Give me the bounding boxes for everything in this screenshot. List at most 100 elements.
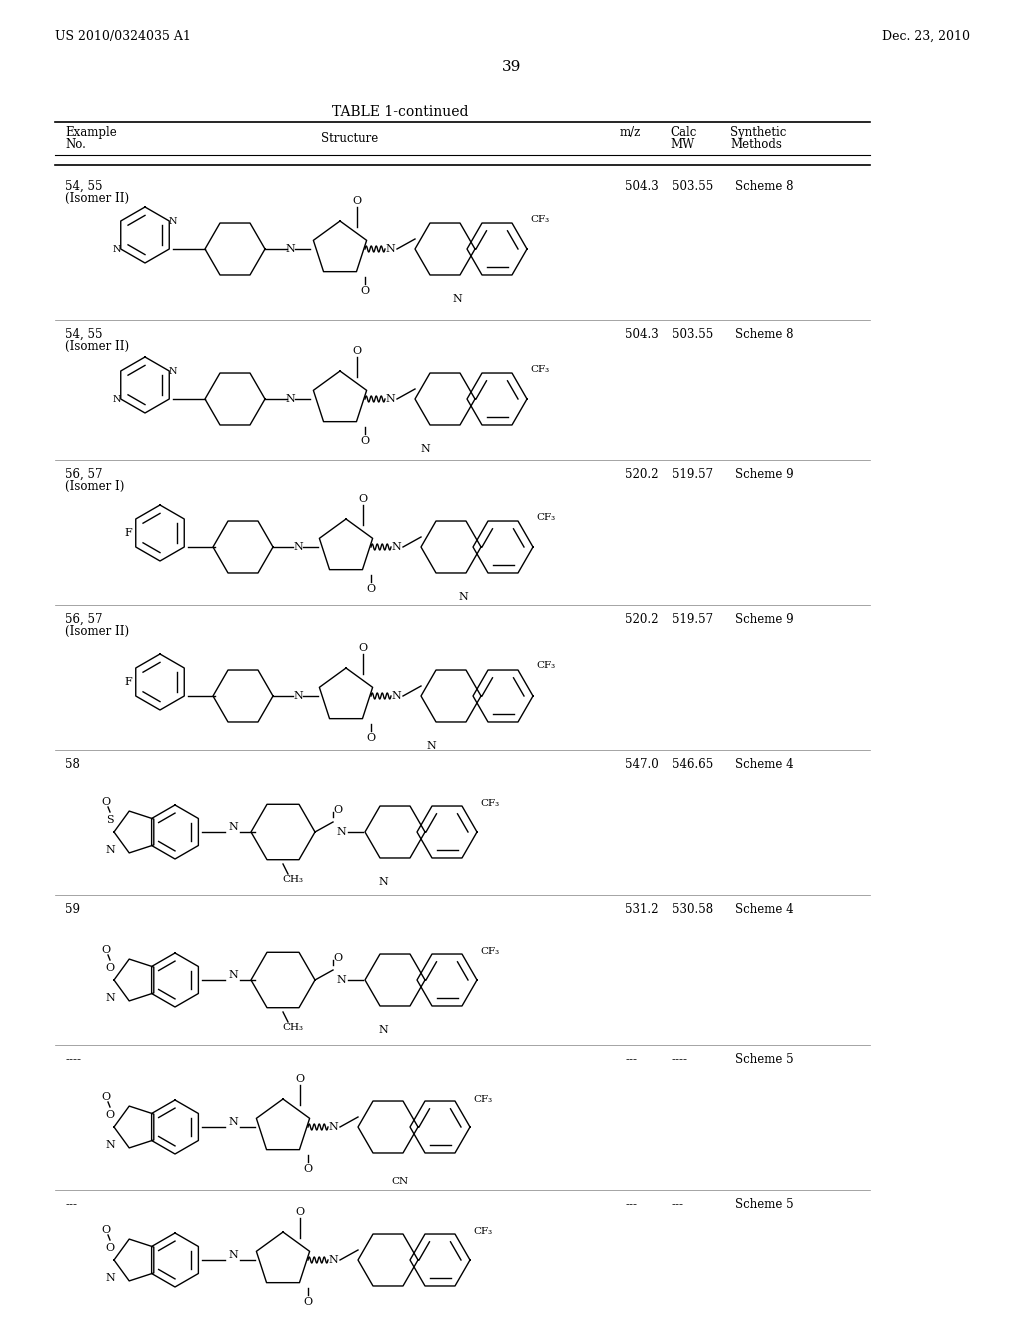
- Text: F: F: [124, 677, 132, 686]
- Text: 520.2: 520.2: [625, 612, 658, 626]
- Text: CF₃: CF₃: [536, 661, 555, 671]
- Text: O: O: [360, 436, 370, 446]
- Text: MW: MW: [670, 139, 694, 150]
- Text: 547.0: 547.0: [625, 758, 658, 771]
- Text: CF₃: CF₃: [530, 214, 549, 223]
- Text: O: O: [303, 1298, 312, 1307]
- Text: ---: ---: [672, 1199, 684, 1210]
- Text: ----: ----: [672, 1053, 688, 1067]
- Text: N: N: [426, 741, 436, 751]
- Text: 59: 59: [65, 903, 80, 916]
- Text: 519.57: 519.57: [672, 469, 713, 480]
- Text: N: N: [228, 1117, 238, 1127]
- Text: O: O: [101, 797, 111, 807]
- Text: N: N: [228, 970, 238, 979]
- Text: O: O: [367, 583, 376, 594]
- Text: 56, 57: 56, 57: [65, 612, 102, 626]
- Text: Scheme 8: Scheme 8: [735, 180, 794, 193]
- Text: Synthetic: Synthetic: [730, 125, 786, 139]
- Text: O: O: [105, 1243, 115, 1253]
- Text: O: O: [334, 953, 343, 964]
- Text: N: N: [378, 876, 388, 887]
- Text: No.: No.: [65, 139, 86, 150]
- Text: N: N: [391, 690, 400, 701]
- Text: CF₃: CF₃: [473, 1094, 493, 1104]
- Text: 546.65: 546.65: [672, 758, 714, 771]
- Text: 39: 39: [503, 59, 521, 74]
- Text: Scheme 5: Scheme 5: [735, 1053, 794, 1067]
- Text: (Isomer II): (Isomer II): [65, 191, 129, 205]
- Text: ---: ---: [625, 1053, 637, 1067]
- Text: CF₃: CF₃: [480, 948, 499, 957]
- Text: N: N: [169, 367, 177, 375]
- Text: (Isomer I): (Isomer I): [65, 480, 124, 492]
- Text: US 2010/0324035 A1: US 2010/0324035 A1: [55, 30, 190, 44]
- Text: O: O: [367, 733, 376, 743]
- Text: N: N: [420, 444, 430, 454]
- Text: 503.55: 503.55: [672, 180, 714, 193]
- Text: O: O: [303, 1164, 312, 1173]
- Text: O: O: [358, 494, 368, 504]
- Text: 520.2: 520.2: [625, 469, 658, 480]
- Text: CN: CN: [391, 1177, 409, 1187]
- Text: F: F: [124, 528, 132, 539]
- Text: N: N: [385, 393, 395, 404]
- Text: N: N: [328, 1255, 338, 1265]
- Text: O: O: [101, 1092, 111, 1102]
- Text: N: N: [336, 828, 346, 837]
- Text: N: N: [169, 216, 177, 226]
- Text: 503.55: 503.55: [672, 327, 714, 341]
- Text: O: O: [296, 1074, 304, 1084]
- Text: 56, 57: 56, 57: [65, 469, 102, 480]
- Text: 531.2: 531.2: [625, 903, 658, 916]
- Text: O: O: [105, 964, 115, 973]
- Text: N: N: [378, 1026, 388, 1035]
- Text: CF₃: CF₃: [530, 364, 549, 374]
- Text: N: N: [228, 1250, 238, 1261]
- Text: N: N: [328, 1122, 338, 1133]
- Text: 54, 55: 54, 55: [65, 180, 102, 193]
- Text: Scheme 4: Scheme 4: [735, 758, 794, 771]
- Text: N: N: [453, 294, 462, 304]
- Text: O: O: [352, 346, 361, 356]
- Text: Calc: Calc: [670, 125, 696, 139]
- Text: Scheme 9: Scheme 9: [735, 612, 794, 626]
- Text: N: N: [285, 244, 295, 253]
- Text: (Isomer II): (Isomer II): [65, 624, 129, 638]
- Text: N: N: [105, 993, 115, 1003]
- Text: CF₃: CF₃: [473, 1228, 493, 1237]
- Text: ---: ---: [65, 1199, 77, 1210]
- Text: S: S: [106, 814, 114, 825]
- Text: N: N: [458, 591, 468, 602]
- Text: CH₃: CH₃: [283, 875, 303, 884]
- Text: 58: 58: [65, 758, 80, 771]
- Text: O: O: [296, 1206, 304, 1217]
- Text: O: O: [358, 643, 368, 653]
- Text: N: N: [105, 1272, 115, 1283]
- Text: N: N: [391, 543, 400, 552]
- Text: 519.57: 519.57: [672, 612, 713, 626]
- Text: N: N: [113, 244, 121, 253]
- Text: m/z: m/z: [620, 125, 641, 139]
- Text: 54, 55: 54, 55: [65, 327, 102, 341]
- Text: N: N: [293, 543, 303, 552]
- Text: Example: Example: [65, 125, 117, 139]
- Text: N: N: [105, 845, 115, 855]
- Text: CH₃: CH₃: [283, 1023, 303, 1032]
- Text: O: O: [101, 945, 111, 954]
- Text: Scheme 5: Scheme 5: [735, 1199, 794, 1210]
- Text: 504.3: 504.3: [625, 327, 658, 341]
- Text: Scheme 8: Scheme 8: [735, 327, 794, 341]
- Text: Methods: Methods: [730, 139, 782, 150]
- Text: 504.3: 504.3: [625, 180, 658, 193]
- Text: O: O: [352, 195, 361, 206]
- Text: Scheme 4: Scheme 4: [735, 903, 794, 916]
- Text: Scheme 9: Scheme 9: [735, 469, 794, 480]
- Text: N: N: [336, 975, 346, 985]
- Text: O: O: [105, 1110, 115, 1119]
- Text: ----: ----: [65, 1053, 81, 1067]
- Text: Dec. 23, 2010: Dec. 23, 2010: [882, 30, 970, 44]
- Text: N: N: [228, 822, 238, 832]
- Text: TABLE 1-continued: TABLE 1-continued: [332, 106, 468, 119]
- Text: ---: ---: [625, 1199, 637, 1210]
